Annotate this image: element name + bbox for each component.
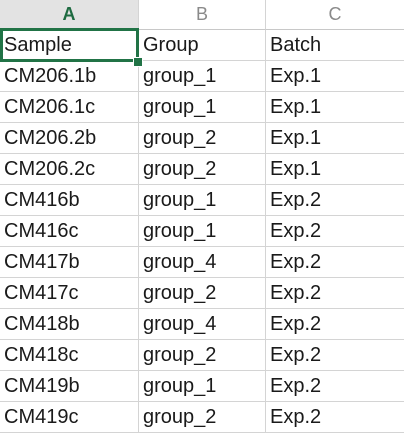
- cell-a8[interactable]: CM417b: [0, 247, 139, 278]
- cell-c5[interactable]: Exp.1: [266, 154, 404, 185]
- cell-b10[interactable]: group_4: [139, 309, 266, 340]
- cell-c11[interactable]: Exp.2: [266, 340, 404, 371]
- table-row: CM417b group_4 Exp.2: [0, 247, 404, 278]
- cell-c1[interactable]: Batch: [266, 30, 404, 61]
- cell-c10[interactable]: Exp.2: [266, 309, 404, 340]
- cell-b12[interactable]: group_1: [139, 371, 266, 402]
- cell-a11[interactable]: CM418c: [0, 340, 139, 371]
- table-row: CM206.2b group_2 Exp.1: [0, 123, 404, 154]
- fill-handle[interactable]: [133, 57, 143, 67]
- column-header-a[interactable]: A: [0, 0, 139, 30]
- cell-b8[interactable]: group_4: [139, 247, 266, 278]
- cell-a2[interactable]: CM206.1b: [0, 61, 139, 92]
- cell-a3[interactable]: CM206.1c: [0, 92, 139, 123]
- table-row: Sample Group Batch: [0, 30, 404, 61]
- cell-c2[interactable]: Exp.1: [266, 61, 404, 92]
- cell-b1[interactable]: Group: [139, 30, 266, 61]
- table-row: CM206.2c group_2 Exp.1: [0, 154, 404, 185]
- cell-c6[interactable]: Exp.2: [266, 185, 404, 216]
- cell-b5[interactable]: group_2: [139, 154, 266, 185]
- table-row: CM206.1c group_1 Exp.1: [0, 92, 404, 123]
- table-row: CM416c group_1 Exp.2: [0, 216, 404, 247]
- cell-c4[interactable]: Exp.1: [266, 123, 404, 154]
- cell-b6[interactable]: group_1: [139, 185, 266, 216]
- cell-b7[interactable]: group_1: [139, 216, 266, 247]
- cell-a4[interactable]: CM206.2b: [0, 123, 139, 154]
- column-header-row: A B C: [0, 0, 404, 30]
- cell-b13[interactable]: group_2: [139, 402, 266, 433]
- cell-c12[interactable]: Exp.2: [266, 371, 404, 402]
- cell-a6[interactable]: CM416b: [0, 185, 139, 216]
- cell-c13[interactable]: Exp.2: [266, 402, 404, 433]
- table-row: CM417c group_2 Exp.2: [0, 278, 404, 309]
- cell-c9[interactable]: Exp.2: [266, 278, 404, 309]
- cell-a5[interactable]: CM206.2c: [0, 154, 139, 185]
- cell-b2[interactable]: group_1: [139, 61, 266, 92]
- cell-a10[interactable]: CM418b: [0, 309, 139, 340]
- cell-c8[interactable]: Exp.2: [266, 247, 404, 278]
- cell-c3[interactable]: Exp.1: [266, 92, 404, 123]
- column-header-b[interactable]: B: [139, 0, 266, 30]
- table-row: CM206.1b group_1 Exp.1: [0, 61, 404, 92]
- table-row: CM418c group_2 Exp.2: [0, 340, 404, 371]
- table-row: CM419c group_2 Exp.2: [0, 402, 404, 433]
- cell-b4[interactable]: group_2: [139, 123, 266, 154]
- cell-grid: Sample Group Batch CM206.1b group_1 Exp.…: [0, 30, 404, 433]
- cell-b3[interactable]: group_1: [139, 92, 266, 123]
- cell-b11[interactable]: group_2: [139, 340, 266, 371]
- cell-a13[interactable]: CM419c: [0, 402, 139, 433]
- table-row: CM416b group_1 Exp.2: [0, 185, 404, 216]
- table-row: CM419b group_1 Exp.2: [0, 371, 404, 402]
- table-row: CM418b group_4 Exp.2: [0, 309, 404, 340]
- cell-a7[interactable]: CM416c: [0, 216, 139, 247]
- cell-a12[interactable]: CM419b: [0, 371, 139, 402]
- cell-a9[interactable]: CM417c: [0, 278, 139, 309]
- cell-b9[interactable]: group_2: [139, 278, 266, 309]
- column-header-c[interactable]: C: [266, 0, 404, 30]
- cell-a1[interactable]: Sample: [0, 30, 139, 61]
- cell-c7[interactable]: Exp.2: [266, 216, 404, 247]
